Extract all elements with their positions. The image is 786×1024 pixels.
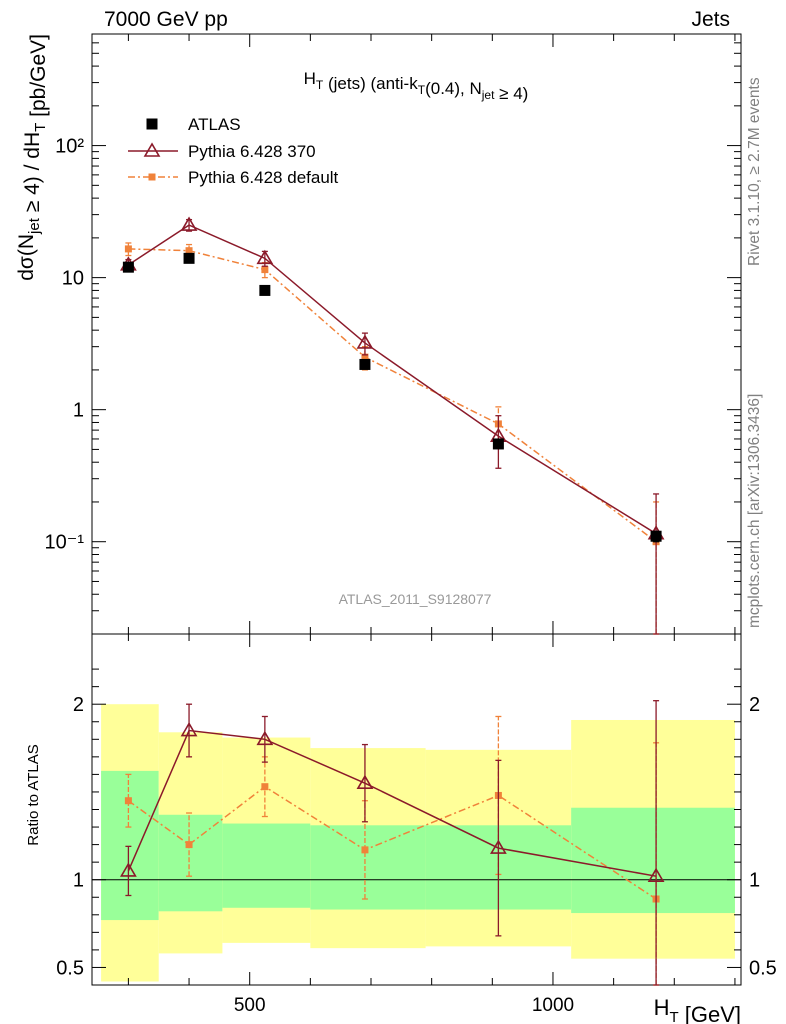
ratio-y-axis-label: Ratio to ATLAS	[25, 744, 42, 845]
ratio-pythia-370-line	[127, 729, 657, 877]
legend-label: Pythia 6.428 default	[188, 168, 339, 187]
ratio-pythia-370-point	[489, 839, 507, 854]
legend-pythia-default-marker	[148, 173, 156, 181]
y-tick-label: 10²	[55, 136, 84, 158]
main-atlas-point	[122, 261, 134, 273]
ratio-pythia-default-point	[361, 846, 369, 854]
main-pythia-default-point	[361, 353, 369, 361]
ratio-y-tick-label-right: 0.5	[749, 957, 777, 979]
y-tick-label: 10	[62, 268, 84, 290]
main-pythia-default-series	[124, 242, 660, 635]
ratio-band-inner	[310, 825, 426, 910]
legend-label: Pythia 6.428 370	[188, 142, 316, 161]
main-atlas-point	[183, 252, 195, 264]
ratio-uncertainty-bands	[101, 704, 735, 982]
main-pythia-370-point	[180, 216, 198, 231]
legend-atlas-marker	[146, 118, 158, 130]
main-pythia-370-series	[119, 216, 665, 635]
ratio-pythia-370-point	[180, 721, 198, 737]
ratio-band-inner	[571, 807, 735, 914]
analysis-watermark: ATLAS_2011_S9128077	[339, 591, 492, 607]
ratio-band-inner	[101, 770, 159, 921]
main-pythia-default-point	[124, 245, 132, 253]
y-tick-label: 10⁻¹	[45, 532, 85, 554]
ratio-pythia-370-point	[256, 730, 274, 746]
ratio-y-tick-label: 2	[73, 694, 84, 716]
main-pythia-default-point	[261, 266, 269, 274]
y-tick-label: 1	[73, 400, 84, 422]
legend-pythia-370-marker	[143, 142, 161, 157]
x-tick-label: 500	[234, 995, 266, 1016]
collision-label: 7000 GeV pp	[104, 8, 228, 31]
ratio-pythia-370-point	[119, 862, 137, 877]
category-label: Jets	[691, 8, 730, 31]
ratio-y-tick-label-right: 1	[749, 870, 760, 892]
ratio-pythia-default-point	[124, 797, 132, 805]
ratio-y-tick-label: 1	[73, 870, 84, 892]
ratio-y-tick-label: 0.5	[56, 957, 84, 979]
main-pythia-default-line	[128, 248, 657, 543]
main-pythia-370-point	[356, 334, 374, 349]
data-series	[119, 216, 665, 986]
ratio-y-tick-label-right: 2	[749, 694, 760, 716]
main-atlas-series	[122, 252, 662, 543]
legend-label: ATLAS	[188, 115, 241, 134]
main-atlas-point	[492, 438, 504, 450]
main-atlas-point	[650, 530, 662, 542]
ratio-pythia-default-point	[185, 841, 193, 849]
axis-labels: HT (jets) (anti-kT(0.4), Njet ≥ 4) HT [Ge…	[15, 34, 741, 1024]
ratio-pythia-370-point	[647, 867, 665, 882]
ratio-pythia-370-point	[356, 774, 374, 789]
ratio-pythia-370-series	[119, 700, 665, 986]
main-pythia-370-point	[256, 249, 274, 265]
axes: 500 1000 10⁻¹ 1 10 10² 0.5 0.5 1 1 2 2	[45, 33, 777, 1016]
main-pythia-default-point	[185, 247, 193, 255]
main-plot-title: HT (jets) (anti-kT(0.4), Njet ≥ 4)	[304, 69, 529, 103]
ratio-band-inner	[222, 823, 311, 908]
y-axis-label: dσ(Njet ≥ 4) / dHT [pb/GeV]	[15, 34, 50, 281]
main-pythia-370-line	[127, 224, 657, 535]
x-axis-label: HT [GeV]	[654, 995, 741, 1024]
ratio-pythia-default-point	[261, 783, 269, 791]
legend: ATLAS Pythia 6.428 370 Pythia 6.428 defaul…	[128, 115, 339, 187]
x-tick-label: 1000	[532, 995, 574, 1016]
main-atlas-point	[259, 284, 271, 296]
ratio-pythia-default-line	[127, 785, 657, 900]
main-atlas-point	[359, 358, 371, 370]
